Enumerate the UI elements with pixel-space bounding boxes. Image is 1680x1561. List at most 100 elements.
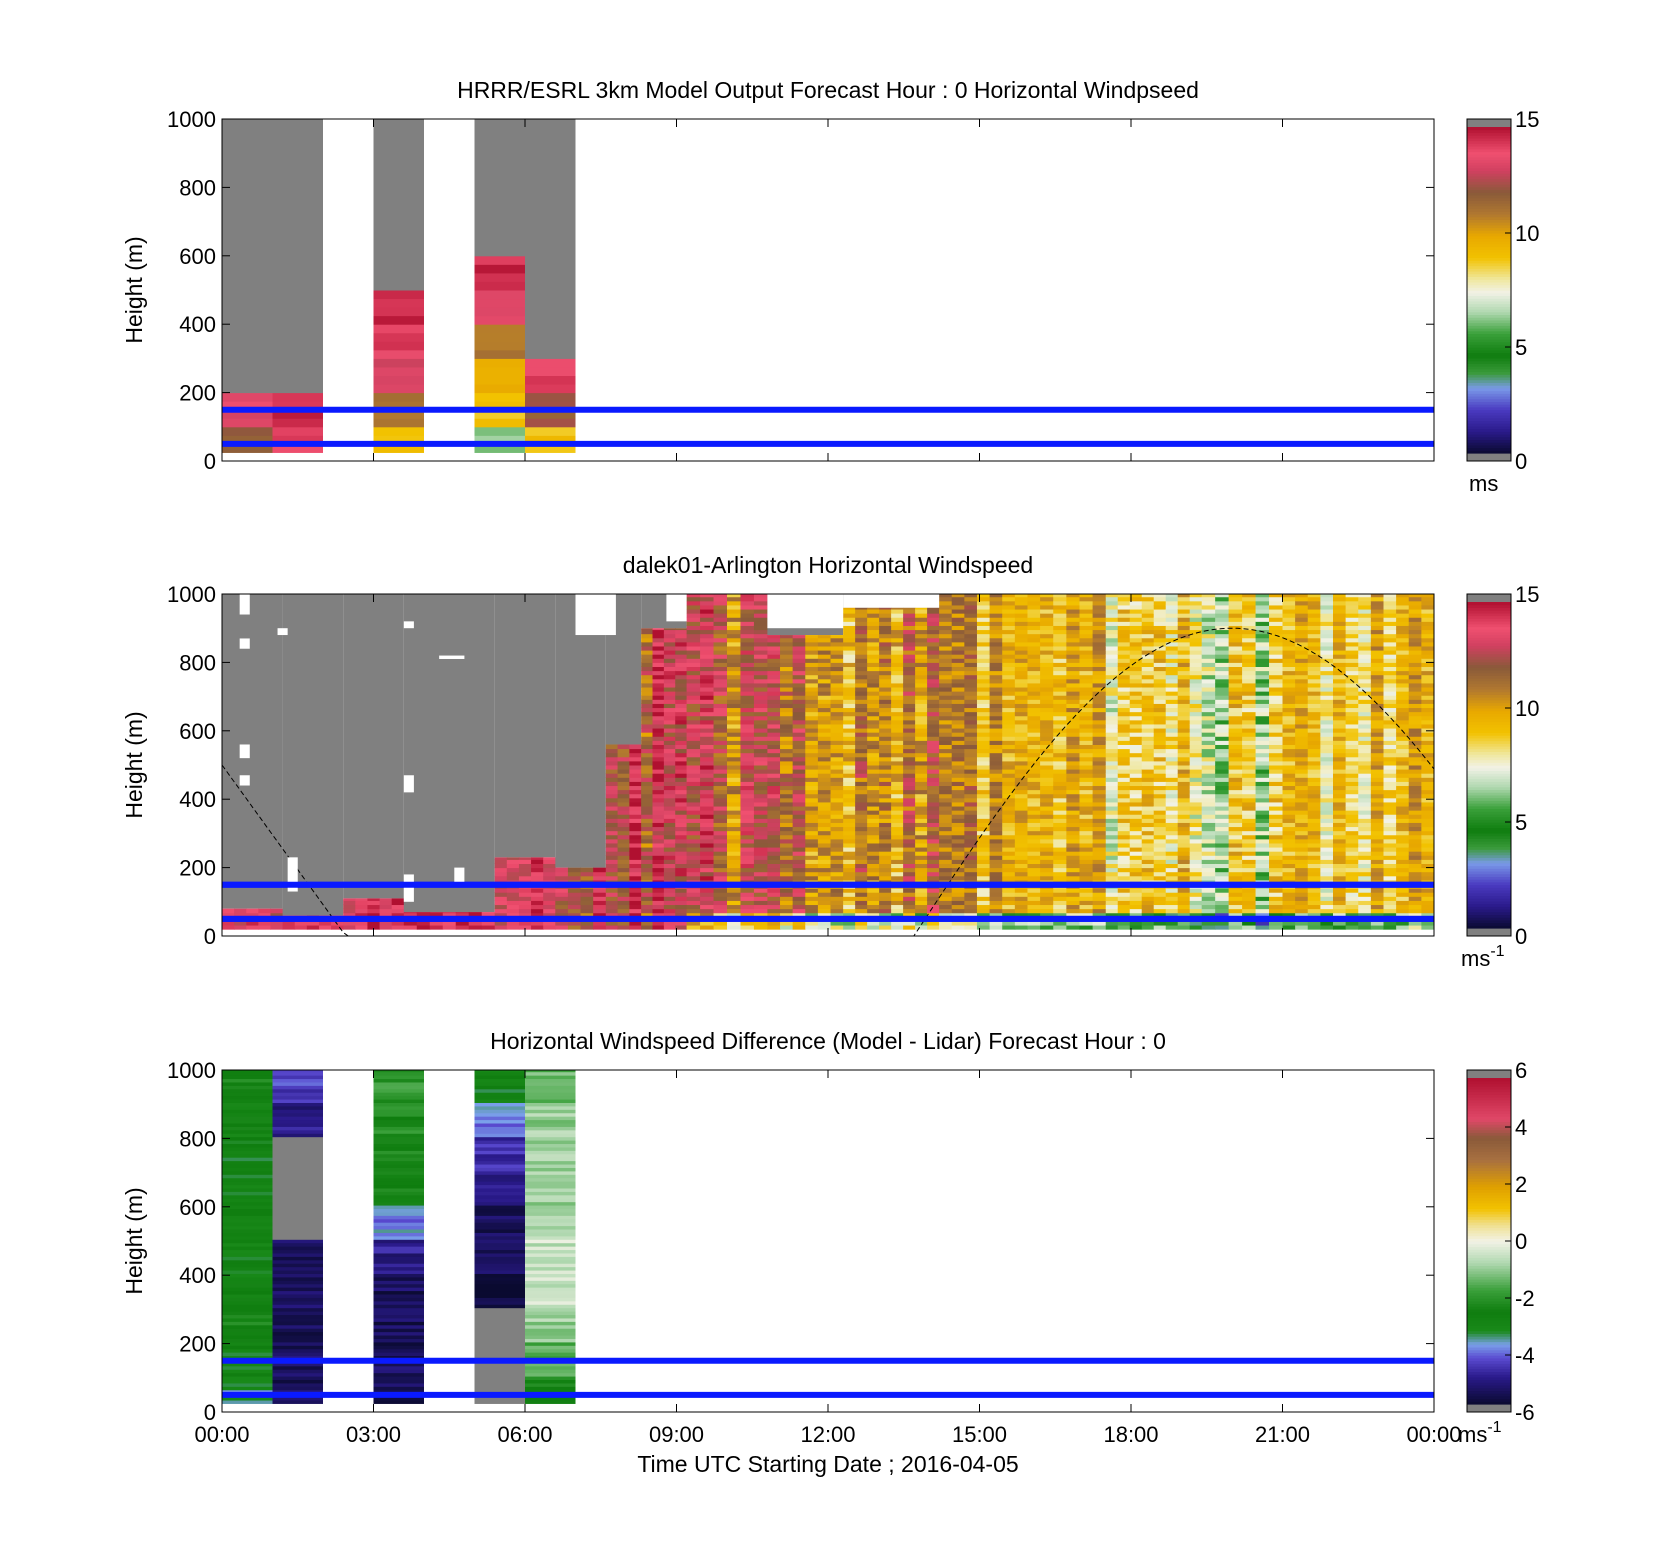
heatmap-cell: [1153, 629, 1167, 635]
heatmap-cell: [700, 875, 715, 881]
heatmap-cell: [675, 773, 688, 778]
heatmap-cell: [1201, 912, 1216, 918]
heatmap-cell: [976, 645, 991, 651]
heatmap-cell: [1177, 851, 1191, 856]
heatmap-cell: [518, 859, 532, 864]
heatmap-cell: [939, 604, 953, 610]
heatmap-cell: [915, 818, 928, 823]
heatmap-cell: [951, 847, 965, 852]
heatmap-cell: [1117, 888, 1131, 893]
heatmap-cell: [1079, 818, 1094, 823]
heatmap-cell: [442, 912, 457, 914]
heatmap-cell: [1079, 847, 1094, 852]
heatmap-cell: [915, 711, 928, 717]
heatmap-cell: [1129, 687, 1143, 692]
heatmap-cell: [494, 871, 508, 877]
heatmap-cell: [1228, 847, 1243, 852]
heatmap-cell: [1053, 707, 1067, 713]
heatmap-cell: [1079, 773, 1094, 778]
heatmap-cell: [817, 748, 832, 754]
heatmap-cell: [964, 908, 978, 914]
heatmap-cell: [1129, 695, 1143, 700]
heatmap-cell: [1092, 707, 1107, 713]
heatmap-cell: [641, 863, 654, 869]
heatmap-cell: [713, 594, 728, 598]
heatmap-cell: [1129, 609, 1143, 614]
heatmap-cell: [867, 925, 880, 930]
heatmap-cell: [903, 793, 916, 799]
heatmap-cell: [1295, 900, 1309, 906]
heatmap-cell: [903, 904, 916, 910]
heatmap-cell: [686, 904, 701, 910]
heatmap-cell: [927, 875, 940, 881]
heatmap-cell: [805, 769, 819, 774]
colorbar-cell: [1467, 156, 1511, 161]
heatmap-cell: [830, 908, 844, 914]
heatmap-cell: [1002, 859, 1016, 864]
heatmap-cell: [976, 625, 991, 631]
heatmap-cell: [617, 818, 630, 823]
heatmap-cell: [1079, 629, 1094, 635]
heatmap-cell: [1255, 822, 1270, 828]
heatmap-cell: [989, 838, 1003, 844]
heatmap-cell: [767, 892, 781, 897]
heatmap-cell: [270, 920, 284, 926]
heatmap-cell: [1242, 687, 1257, 692]
heatmap-cell: [1201, 703, 1216, 709]
heatmap-cell: [1105, 748, 1119, 754]
heatmap-cell: [740, 773, 755, 778]
heatmap-cell: [891, 687, 904, 692]
heatmap-cell: [867, 670, 880, 676]
heatmap-cell: [222, 418, 273, 428]
heatmap-cell: [976, 662, 991, 668]
heatmap-cell: [915, 682, 928, 688]
heatmap-cell: [1201, 670, 1216, 676]
heatmap-cell: [879, 748, 892, 754]
heatmap-cell: [817, 785, 832, 791]
heatmap-cell: [1117, 793, 1131, 799]
heatmap-cell: [1129, 793, 1143, 799]
heatmap-cell: [1129, 814, 1143, 819]
heatmap-cell: [989, 892, 1003, 897]
heatmap-cell: [713, 658, 728, 663]
heatmap-cell: [641, 756, 654, 762]
heatmap-cell: [567, 867, 582, 873]
heatmap-cell: [817, 691, 832, 696]
heatmap-cell: [713, 695, 728, 700]
heatmap-cell: [855, 633, 868, 639]
heatmap-cell: [903, 769, 916, 774]
heatmap-cell: [700, 900, 715, 906]
heatmap-cell: [222, 908, 235, 914]
heatmap-cell: [1129, 654, 1143, 659]
heatmap-cell: [416, 925, 431, 930]
colorbar-cell: [1467, 295, 1511, 299]
heatmap-cell: [525, 272, 576, 282]
heatmap-cell: [1079, 826, 1094, 832]
heatmap-cell: [1092, 756, 1107, 762]
heatmap-cell: [989, 851, 1003, 856]
heatmap-cell: [1165, 633, 1179, 639]
heatmap-cell: [1027, 892, 1041, 897]
heatmap-cell: [1014, 682, 1028, 688]
heatmap-cell: [891, 715, 904, 721]
heatmap-cell: [1282, 871, 1296, 877]
heatmap-cell: [641, 908, 654, 914]
heatmap-cell: [652, 707, 665, 713]
heatmap-cell: [951, 617, 965, 622]
heatmap-cell: [939, 793, 953, 799]
heatmap-cell: [1027, 600, 1041, 606]
heatmap-cell: [740, 728, 755, 733]
heatmap-cell: [1053, 814, 1067, 819]
heatmap-cell: [1189, 830, 1203, 836]
heatmap-cell: [964, 609, 978, 614]
heatmap-cell: [617, 789, 630, 795]
heatmap-cell: [1282, 925, 1296, 930]
heatmap-cell: [1282, 666, 1296, 672]
heatmap-cell: [686, 736, 701, 741]
heatmap-cell: [989, 658, 1003, 663]
heatmap-cell: [663, 719, 676, 725]
heatmap-cell: [686, 732, 701, 737]
heatmap-cell: [964, 896, 978, 901]
colorbar-cell: [1467, 181, 1511, 185]
heatmap-cell: [1117, 666, 1131, 672]
